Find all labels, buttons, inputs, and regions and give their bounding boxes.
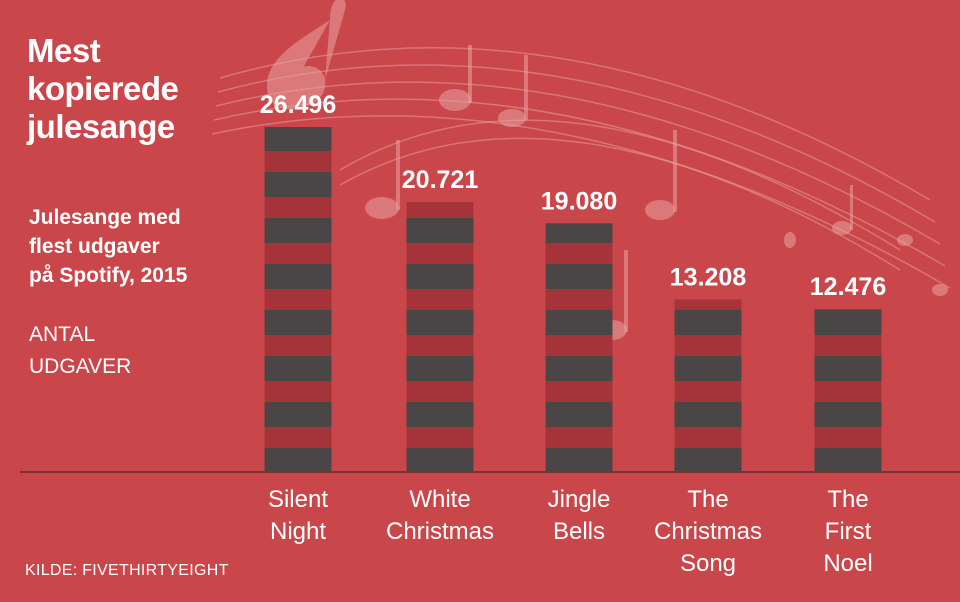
bar-stripe — [814, 427, 882, 448]
bar-stripe — [814, 309, 882, 310]
bar — [406, 201, 474, 471]
category-label: Jingle Bells — [548, 486, 611, 545]
bar — [814, 309, 882, 471]
bar-stripe — [814, 381, 882, 402]
category-label-line: The — [827, 486, 868, 513]
category-label: Silent Night — [268, 486, 328, 545]
category-label-line: First — [825, 518, 872, 545]
category-label: White Christmas — [386, 486, 494, 545]
category-label-line: Bells — [553, 518, 605, 545]
bar-stripe — [545, 381, 613, 402]
bar-stripe — [406, 243, 474, 264]
bar-stripe — [264, 197, 332, 218]
bar-stripe — [264, 381, 332, 402]
bar-stripe — [674, 427, 742, 448]
bar-stripe — [814, 335, 882, 356]
y-axis-unit-label: ANTAL UDGAVER — [29, 323, 132, 378]
bar-stripe — [264, 289, 332, 310]
bar — [264, 127, 332, 471]
category-label-line: Silent — [268, 486, 328, 513]
category-label-line: Jingle — [548, 486, 611, 513]
bar-stripe — [264, 335, 332, 356]
bar-stripe — [674, 299, 742, 310]
category-label: The Christmas Song — [654, 486, 762, 577]
category-label-line: Noel — [823, 550, 872, 577]
source-credit: KILDE: FIVETHIRTYEIGHT — [25, 562, 229, 579]
chart-subtitle: Julesange med flest udgaver på Spotify, … — [29, 206, 188, 287]
bar-stripe — [406, 289, 474, 310]
bar-stripe — [406, 427, 474, 448]
category-label: The First Noel — [823, 486, 872, 577]
bar-stripe — [545, 289, 613, 310]
category-label-line: Christmas — [654, 518, 762, 545]
bar-stripe — [674, 335, 742, 356]
category-label-line: Night — [270, 518, 326, 545]
bar-stripe — [406, 335, 474, 356]
category-label-line: The — [687, 486, 728, 513]
category-label-line: Christmas — [386, 518, 494, 545]
bar-stripe — [264, 151, 332, 172]
bar-stripe — [545, 427, 613, 448]
bar — [674, 299, 742, 471]
category-label-line: White — [409, 486, 470, 513]
bar-stripe — [264, 243, 332, 264]
data-label: 19.080 — [541, 187, 617, 215]
bar-stripe — [545, 335, 613, 356]
category-label-line: Song — [680, 550, 736, 577]
bar-stripe — [406, 201, 474, 218]
bar — [545, 223, 613, 471]
data-label: 13.208 — [670, 264, 747, 292]
data-label: 12.476 — [810, 273, 886, 301]
bar-stripe — [545, 243, 613, 264]
bar-stripe — [264, 427, 332, 448]
chart-title: Mest kopierede julesange — [27, 32, 179, 145]
data-label: 20.721 — [402, 166, 479, 194]
bar-stripe — [406, 381, 474, 402]
data-label: 26.496 — [260, 91, 336, 119]
bar-stripe — [674, 381, 742, 402]
